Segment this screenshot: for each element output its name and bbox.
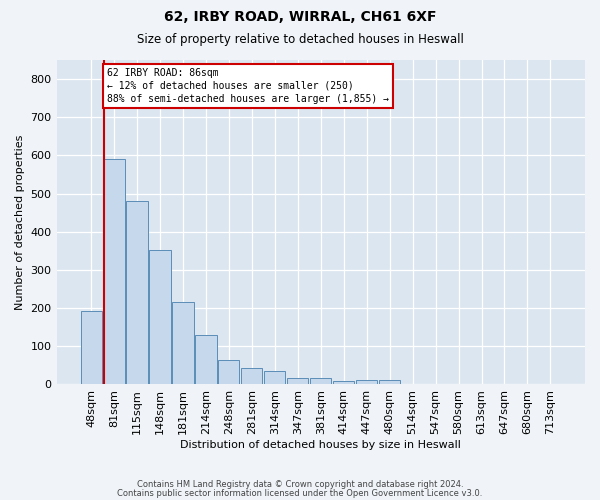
Bar [80, 311, 101, 384]
Bar [287, 378, 308, 384]
Bar [356, 380, 377, 384]
Bar [333, 382, 354, 384]
Text: 62, IRBY ROAD, WIRRAL, CH61 6XF: 62, IRBY ROAD, WIRRAL, CH61 6XF [164, 10, 436, 24]
Y-axis label: Number of detached properties: Number of detached properties [15, 134, 25, 310]
X-axis label: Distribution of detached houses by size in Heswall: Distribution of detached houses by size … [181, 440, 461, 450]
Text: 62 IRBY ROAD: 86sqm
← 12% of detached houses are smaller (250)
88% of semi-detac: 62 IRBY ROAD: 86sqm ← 12% of detached ho… [107, 68, 389, 104]
Bar [241, 368, 262, 384]
Text: Contains public sector information licensed under the Open Government Licence v3: Contains public sector information licen… [118, 490, 482, 498]
Bar [379, 380, 400, 384]
Bar [172, 302, 194, 384]
Text: Contains HM Land Registry data © Crown copyright and database right 2024.: Contains HM Land Registry data © Crown c… [137, 480, 463, 489]
Text: Size of property relative to detached houses in Heswall: Size of property relative to detached ho… [137, 32, 463, 46]
Bar [218, 360, 239, 384]
Bar [196, 335, 217, 384]
Bar [127, 201, 148, 384]
Bar [104, 159, 125, 384]
Bar [310, 378, 331, 384]
Bar [149, 250, 170, 384]
Bar [264, 371, 286, 384]
